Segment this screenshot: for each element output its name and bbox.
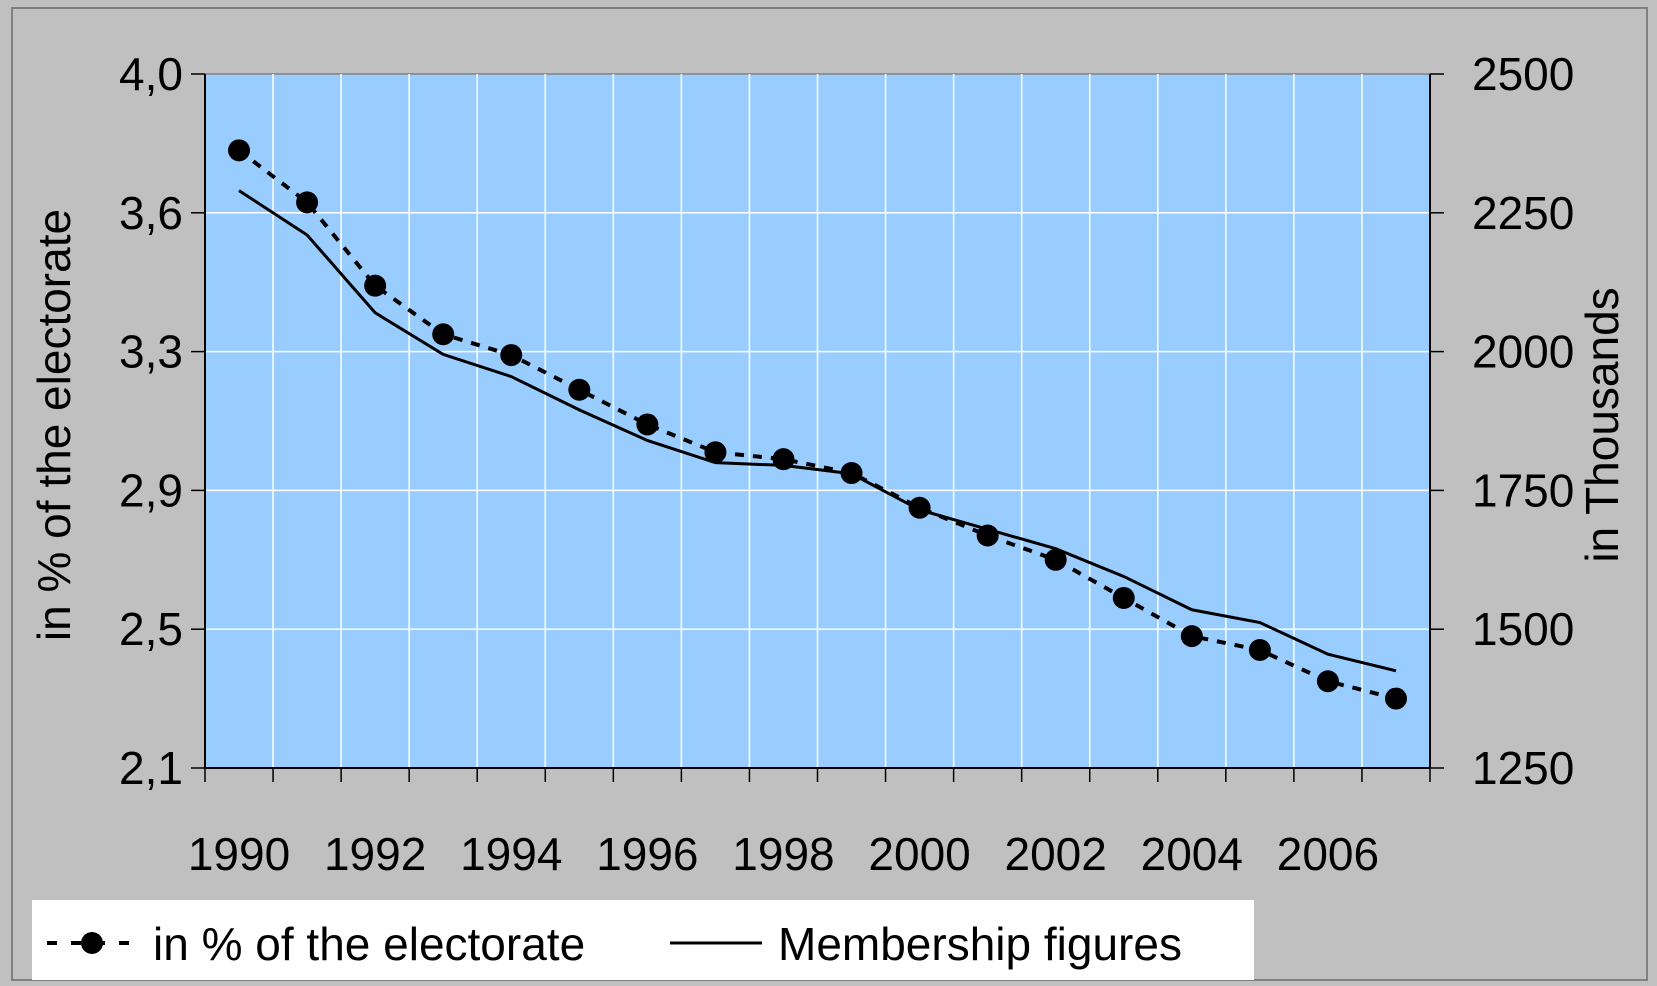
x-axis-tick-label: 2006 (1277, 828, 1379, 880)
data-point-electorate (976, 524, 999, 547)
legend: in % of the electorate Membership figure… (32, 900, 1254, 980)
left-axis-tick-label: 3,6 (119, 187, 183, 239)
data-point-electorate (1112, 586, 1135, 609)
x-axis-tick-label: 1998 (732, 828, 834, 880)
legend-label-electorate: in % of the electorate (153, 918, 585, 970)
right-axis-tick-label: 2500 (1472, 48, 1574, 100)
data-point-electorate (636, 413, 659, 436)
right-axis-tick-label: 2250 (1472, 187, 1574, 239)
x-axis-tick-label: 1992 (324, 828, 426, 880)
legend-label-membership: Membership figures (778, 918, 1182, 970)
right-axis-tick-label: 2000 (1472, 326, 1574, 378)
data-point-electorate (772, 448, 795, 471)
data-point-electorate (500, 344, 523, 367)
data-point-electorate (1180, 625, 1203, 648)
data-point-electorate (1248, 639, 1271, 662)
x-axis-tick-label: 1994 (460, 828, 562, 880)
data-point-electorate (840, 462, 863, 485)
right-axis-label: in Thousands (1576, 287, 1628, 562)
series-line-electorate (237, 148, 1397, 701)
x-axis-tick-label: 2002 (1005, 828, 1107, 880)
data-point-electorate (296, 191, 319, 214)
left-axis-tick-label: 2,1 (119, 742, 183, 794)
data-point-electorate (908, 496, 931, 519)
data-point-electorate (568, 378, 591, 401)
legend-marker-electorate (81, 932, 103, 954)
data-point-electorate (432, 323, 455, 346)
x-axis-tick-label: 2000 (868, 828, 970, 880)
data-point-electorate (364, 274, 387, 297)
data-point-electorate (1044, 548, 1067, 571)
right-axis-tick-label: 1500 (1472, 603, 1574, 655)
left-axis-tick-label: 2,5 (119, 603, 183, 655)
axes-layer: 4,0 3,6 3,3 2,9 2,5 2,1 2500 2250 2000 1750 1500 12… (119, 48, 1574, 880)
series-layer (228, 139, 1407, 710)
right-axis-tick-label: 1250 (1472, 742, 1574, 794)
left-axis-tick-label: 4,0 (119, 48, 183, 100)
data-point-electorate (1384, 687, 1407, 710)
right-axis-tick-label: 1750 (1472, 464, 1574, 516)
left-axis-label: in % of the electorate (28, 209, 80, 641)
data-point-electorate (1316, 670, 1339, 693)
left-axis-tick-label: 2,9 (119, 464, 183, 516)
data-point-electorate (704, 441, 727, 464)
x-axis-tick-label: 2004 (1141, 828, 1243, 880)
series-line-membership (238, 189, 1397, 673)
left-axis-tick-label: 3,3 (119, 326, 183, 378)
legend-box (32, 900, 1254, 980)
x-axis-tick-label: 1996 (596, 828, 698, 880)
data-point-electorate (228, 139, 251, 162)
grid-layer (205, 74, 1430, 768)
x-axis-tick-label: 1990 (188, 828, 290, 880)
